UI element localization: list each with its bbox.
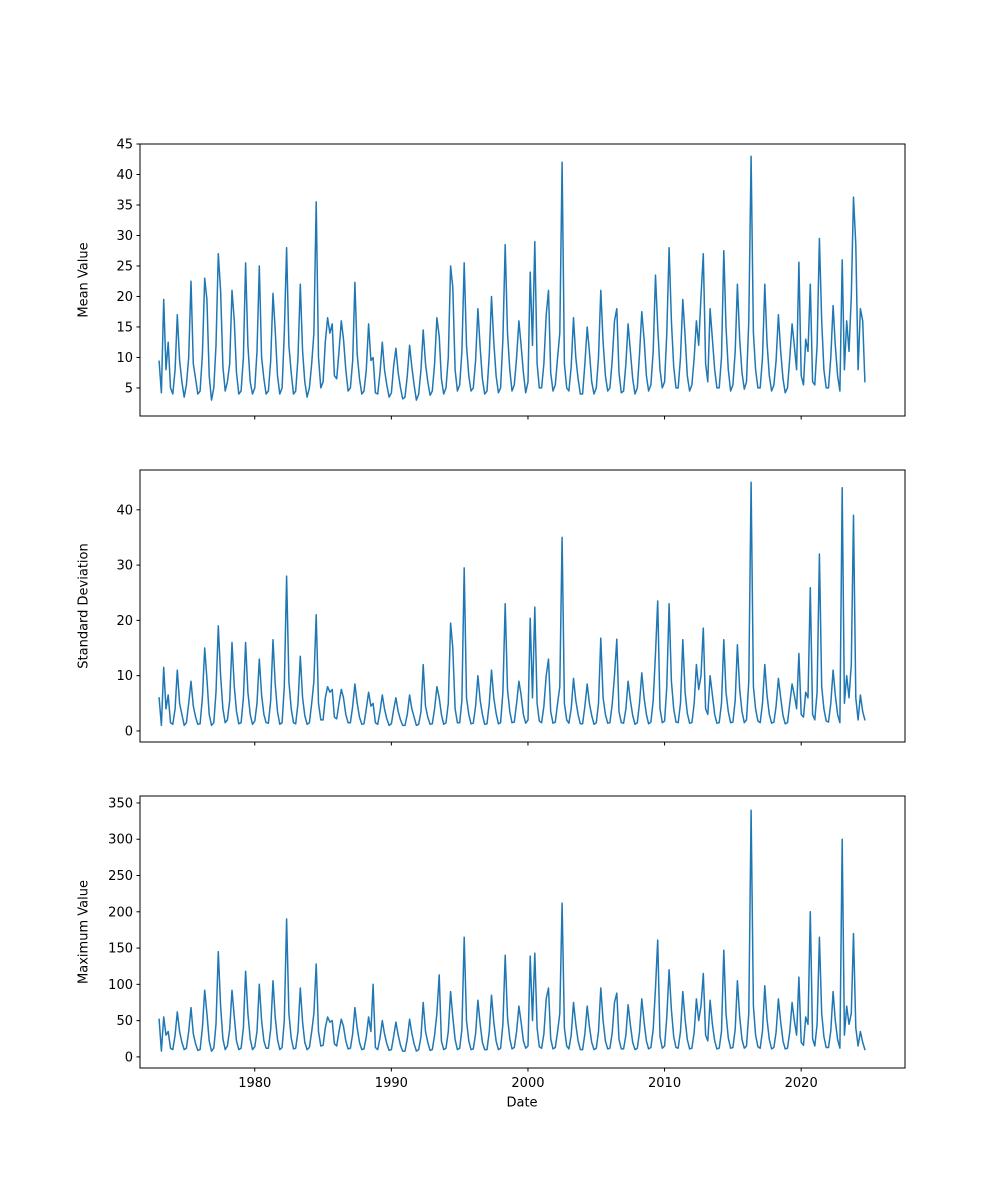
y-tick-label: 0 (125, 724, 133, 739)
plot-border (139, 795, 906, 1069)
y-tick-label: 35 (116, 198, 133, 213)
y-tick-label: 15 (116, 320, 133, 335)
y-tick-label: 45 (116, 138, 133, 153)
y-tick-label: 40 (116, 503, 133, 518)
y-tick-label: 5 (125, 381, 133, 396)
y-tick-label: 100 (108, 978, 133, 993)
y-axis-label-mean-value: Mean Value (76, 242, 92, 318)
x-tick-label: 2020 (785, 1076, 818, 1091)
y-tick-label: 20 (116, 614, 133, 629)
y-tick-label: 10 (116, 669, 133, 684)
x-tick-label: 2000 (511, 1076, 544, 1091)
x-axis-label-date: Date (506, 1095, 538, 1111)
y-tick-label: 25 (116, 259, 133, 274)
plot-border (139, 469, 906, 743)
y-tick-label: 20 (116, 290, 133, 305)
y-axis-label-maximum-value: Maximum Value (76, 880, 92, 984)
y-tick-label: 30 (116, 559, 133, 574)
y-tick-label: 350 (108, 796, 133, 811)
plot-border (139, 143, 906, 417)
y-tick-label: 250 (108, 869, 133, 884)
y-tick-label: 0 (125, 1050, 133, 1065)
y-tick-label: 10 (116, 351, 133, 366)
x-tick-label: 1990 (375, 1076, 408, 1091)
y-tick-label: 50 (116, 1014, 133, 1029)
series-line (158, 481, 866, 727)
y-tick-label: 150 (108, 942, 133, 957)
x-tick-label: 1980 (238, 1076, 271, 1091)
y-tick-label: 30 (116, 229, 133, 244)
y-axis-label-standard-deviation: Standard Deviation (76, 543, 92, 669)
y-tick-label: 200 (108, 905, 133, 920)
series-line (158, 809, 866, 1052)
y-tick-label: 300 (108, 833, 133, 848)
y-tick-label: 40 (116, 168, 133, 183)
x-tick-label: 2010 (648, 1076, 681, 1091)
series-line (158, 155, 866, 401)
